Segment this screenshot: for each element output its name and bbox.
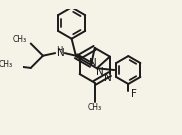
Text: CH₃: CH₃ <box>88 103 102 112</box>
Text: N: N <box>57 48 65 58</box>
Text: CH₃: CH₃ <box>0 60 12 69</box>
Text: F: F <box>131 90 136 99</box>
Text: N: N <box>104 72 112 82</box>
Text: CH₃: CH₃ <box>12 35 26 44</box>
Text: N: N <box>89 58 97 68</box>
Text: H: H <box>56 46 63 55</box>
Text: N: N <box>96 67 103 77</box>
